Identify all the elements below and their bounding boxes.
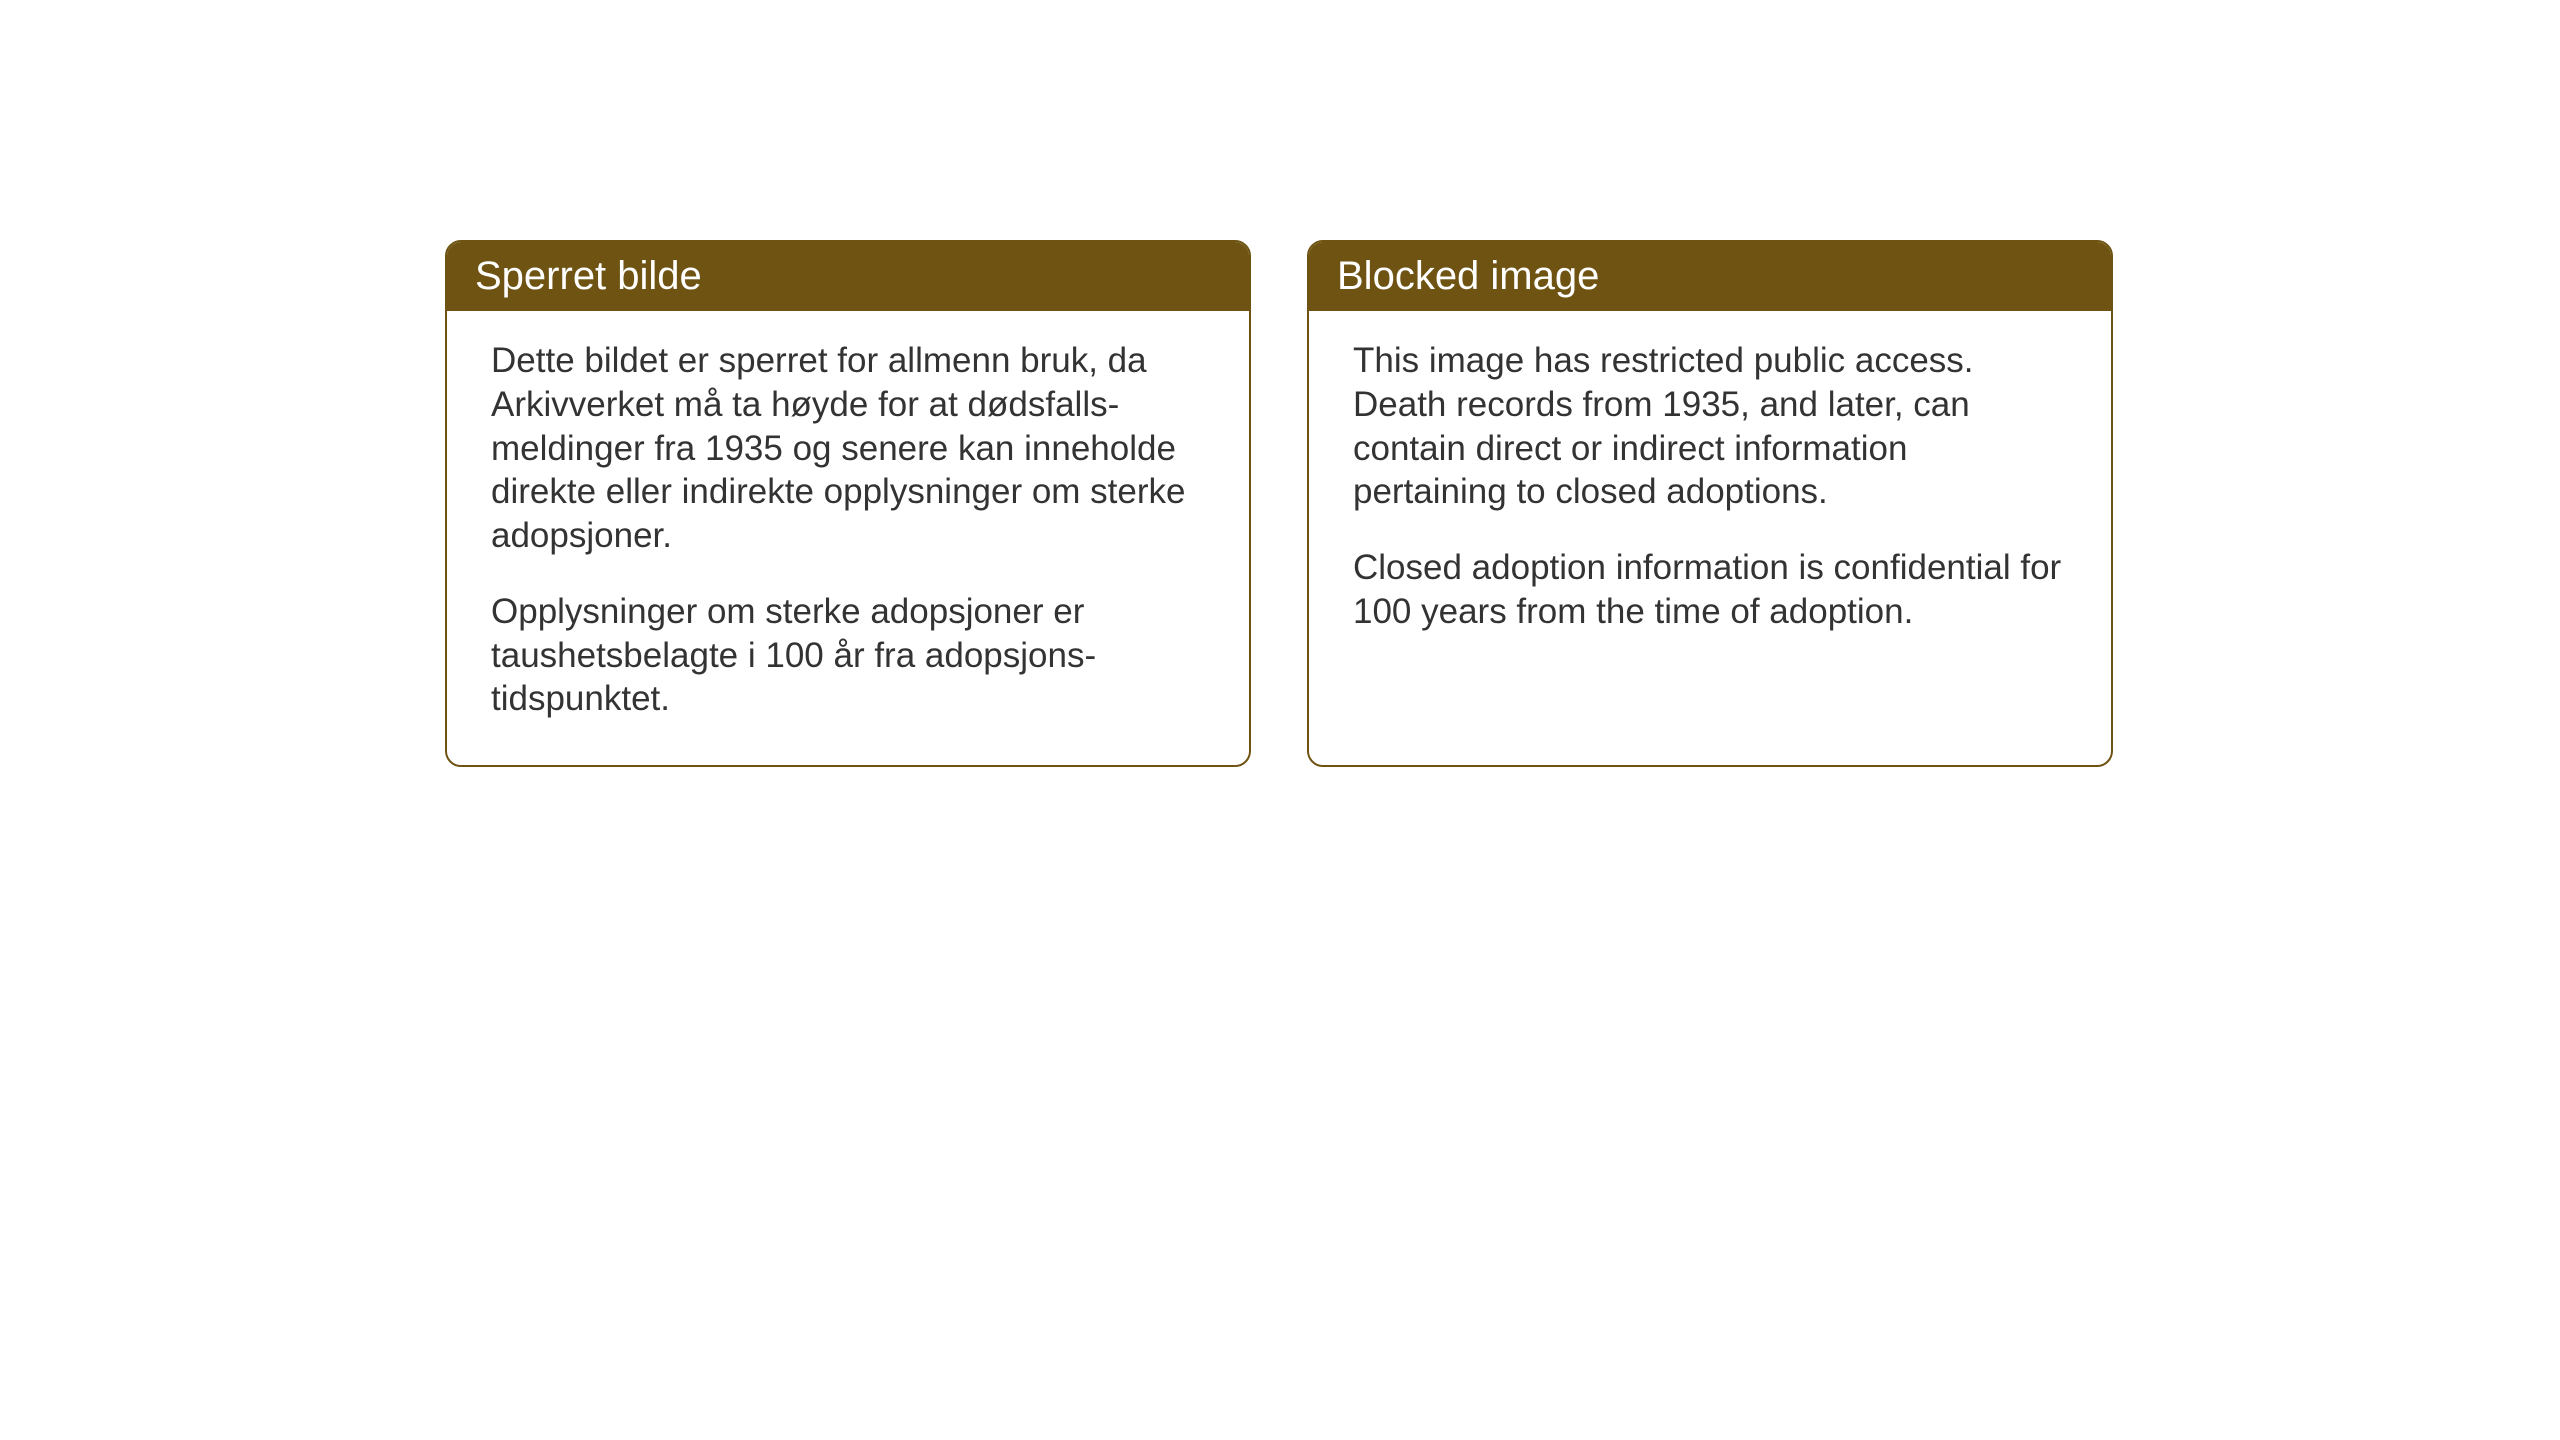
english-paragraph-2: Closed adoption information is confident… <box>1353 546 2067 634</box>
norwegian-paragraph-2: Opplysninger om sterke adopsjoner er tau… <box>491 590 1205 721</box>
english-paragraph-1: This image has restricted public access.… <box>1353 339 2067 514</box>
norwegian-card-body: Dette bildet er sperret for allmenn bruk… <box>447 311 1249 765</box>
norwegian-paragraph-1: Dette bildet er sperret for allmenn bruk… <box>491 339 1205 558</box>
english-card: Blocked image This image has restricted … <box>1307 240 2113 767</box>
norwegian-card-title: Sperret bilde <box>447 242 1249 311</box>
norwegian-card: Sperret bilde Dette bildet er sperret fo… <box>445 240 1251 767</box>
english-card-title: Blocked image <box>1309 242 2111 311</box>
cards-container: Sperret bilde Dette bildet er sperret fo… <box>445 240 2113 767</box>
english-card-body: This image has restricted public access.… <box>1309 311 2111 678</box>
